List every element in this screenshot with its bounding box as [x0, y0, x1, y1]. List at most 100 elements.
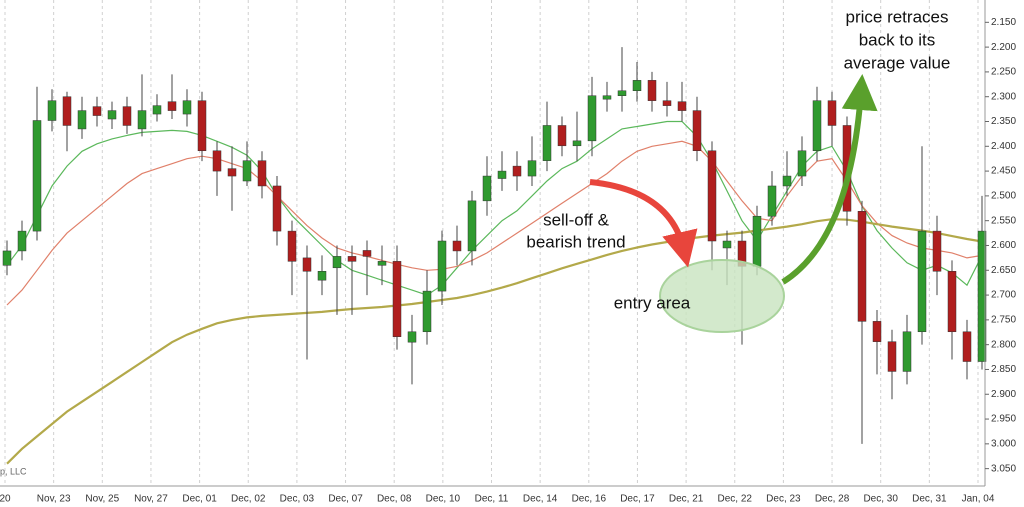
- candle-body: [437, 240, 447, 292]
- x-tick-label: Jan, 04: [962, 494, 995, 505]
- x-tick-label: Dec, 01: [182, 494, 217, 505]
- candle-body: [197, 100, 207, 152]
- annotation: price retraces: [846, 7, 949, 26]
- y-tick-label: 2.150: [991, 17, 1016, 28]
- candle-body: [152, 105, 162, 115]
- candle-body: [302, 257, 312, 272]
- x-tick-label: Dec, 11: [475, 494, 509, 505]
- candle-body: [587, 95, 597, 142]
- x-tick-label: 20: [0, 494, 11, 505]
- entry-area-ellipse: [659, 259, 785, 333]
- marks: [2, 47, 987, 465]
- candle-body: [167, 101, 177, 111]
- annotation: entry area: [614, 293, 691, 312]
- candle-body: [857, 211, 867, 322]
- y-tick-label: 3.000: [991, 438, 1016, 449]
- moving-average-line: [6, 218, 983, 465]
- y-tick-label: 2.800: [991, 339, 1016, 350]
- candle-body: [617, 90, 627, 96]
- candle-body: [962, 331, 972, 362]
- candle-body: [512, 165, 522, 177]
- annotation: bearish trend: [526, 232, 625, 251]
- candle-body: [917, 230, 927, 333]
- candle-body: [137, 110, 147, 130]
- x-tick-label: Dec, 03: [280, 494, 315, 505]
- candle-body: [62, 96, 72, 126]
- candle-body: [692, 110, 702, 152]
- candle-body: [122, 106, 132, 126]
- candle-body: [482, 175, 492, 202]
- candle-body: [182, 100, 192, 115]
- candle-body: [377, 261, 387, 266]
- candle-body: [107, 110, 117, 120]
- x-tick-label: Dec, 08: [377, 494, 412, 505]
- candle-body: [287, 230, 297, 262]
- candle-body: [2, 250, 12, 266]
- source-note: p, LLC: [0, 466, 27, 476]
- candle-body: [602, 95, 612, 100]
- y-tick-label: 2.200: [991, 42, 1016, 53]
- candle-body: [332, 256, 342, 269]
- candle-body: [17, 230, 27, 252]
- y-tick-label: 2.900: [991, 389, 1016, 400]
- x-tick-label: Dec, 30: [863, 494, 898, 505]
- candle-body: [947, 271, 957, 333]
- y-tick-label: 2.500: [991, 191, 1016, 202]
- x-tick-label: Dec, 14: [523, 494, 558, 505]
- candle-body: [647, 80, 657, 101]
- candle-body: [557, 125, 567, 147]
- candle-body: [677, 101, 687, 111]
- x-tick-label: Dec, 23: [766, 494, 801, 505]
- candle-body: [422, 290, 432, 333]
- retrace-arrow: [781, 74, 878, 285]
- x-tick-label: Dec, 22: [718, 494, 753, 505]
- y-tick-label: 2.400: [991, 141, 1016, 152]
- y-tick-label: 2.700: [991, 290, 1016, 301]
- annotation: back to its: [859, 30, 936, 49]
- candle-body: [32, 120, 42, 232]
- candle-body: [782, 175, 792, 187]
- candle-body: [722, 240, 732, 249]
- annotation: sell-off &: [543, 210, 609, 229]
- candle-body: [47, 100, 57, 121]
- x-tick-label: Dec, 28: [815, 494, 850, 505]
- candle-body: [407, 331, 417, 343]
- y-tick-label: 2.450: [991, 166, 1016, 177]
- candle-body: [872, 321, 882, 342]
- candle-body: [902, 331, 912, 372]
- x-tick-label: Nov, 25: [85, 494, 119, 505]
- candle-body: [497, 170, 507, 179]
- candle-body: [977, 230, 987, 362]
- candle-body: [527, 160, 537, 177]
- candle-body: [317, 271, 327, 281]
- y-tick-label: 2.600: [991, 240, 1016, 251]
- annotation: average value: [844, 53, 951, 72]
- candle-body: [362, 250, 372, 257]
- y-tick-label: 2.850: [991, 364, 1016, 375]
- x-tick-label: Dec, 31: [912, 494, 947, 505]
- candle-body: [887, 341, 897, 372]
- sell-off-arrow: [589, 179, 698, 268]
- candle-body: [212, 150, 222, 172]
- candle-body: [767, 185, 777, 217]
- candle-body: [542, 125, 552, 161]
- candle-body: [347, 256, 357, 262]
- y-tick-label: 2.300: [991, 91, 1016, 102]
- candle-body: [707, 150, 717, 242]
- y-tick-label: 2.350: [991, 116, 1016, 127]
- candle-body: [932, 230, 942, 272]
- x-tick-label: Nov, 23: [37, 494, 71, 505]
- candle-body: [272, 185, 282, 232]
- x-tick-label: Dec, 17: [620, 494, 655, 505]
- candle-body: [452, 240, 462, 252]
- candle-body: [227, 168, 237, 177]
- candle-body: [827, 100, 837, 126]
- candle-body: [77, 110, 87, 130]
- x-tick-label: Dec, 21: [669, 494, 704, 505]
- x-tick-label: Dec, 10: [426, 494, 461, 505]
- y-tick-label: 2.650: [991, 265, 1016, 276]
- y-tick-label: 2.950: [991, 414, 1016, 425]
- x-tick-label: Dec, 07: [328, 494, 363, 505]
